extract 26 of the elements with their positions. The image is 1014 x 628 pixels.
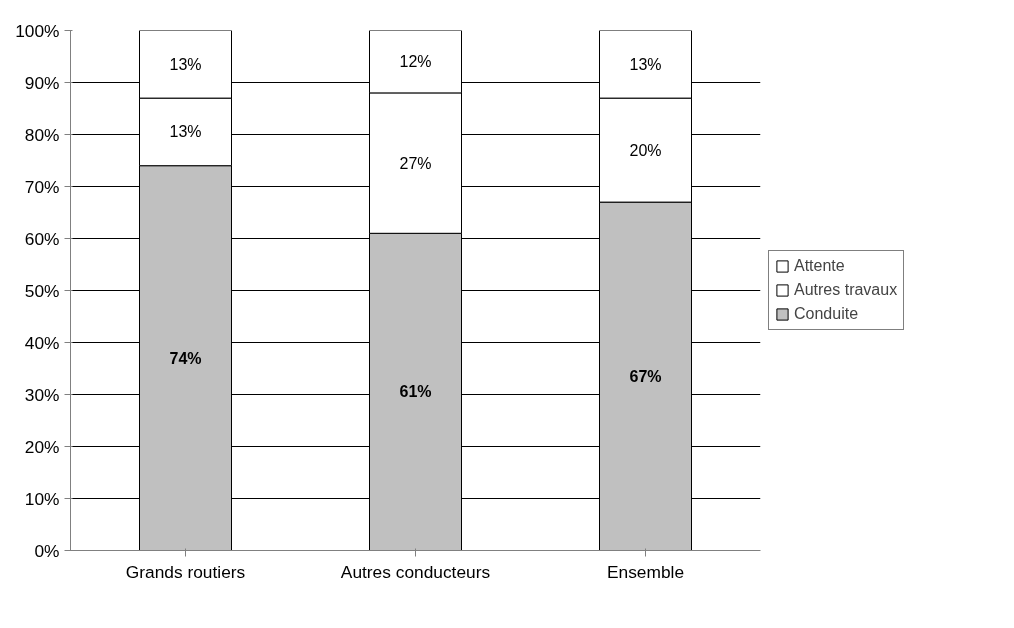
data-label: 12% [399, 53, 432, 71]
y-tick-label: 10% [24, 488, 60, 509]
data-label: 67% [629, 367, 662, 385]
x-tick-label: Autres conducteurs [340, 561, 491, 582]
x-tick-label: Ensemble [606, 561, 685, 582]
data-label: 61% [399, 383, 432, 401]
y-tick-label: 70% [24, 176, 60, 197]
y-tick-label: 40% [24, 332, 60, 353]
y-tick-label: 0% [34, 540, 60, 561]
y-tick-label: 100% [15, 20, 60, 41]
legend-label: Attente [794, 257, 845, 275]
data-label: 74% [169, 349, 202, 367]
data-label: 13% [169, 123, 202, 141]
legend-label: Autres travaux [794, 281, 898, 299]
y-tick-label: 50% [24, 280, 60, 301]
y-tick-label: 30% [24, 384, 60, 405]
y-tick-label: 20% [24, 436, 60, 457]
y-tick-label: 90% [24, 72, 60, 93]
data-label: 27% [399, 154, 432, 172]
data-label: 13% [629, 55, 662, 73]
x-tick-label: Grands routiers [125, 561, 246, 582]
data-label: 20% [629, 141, 662, 159]
y-tick-label: 60% [24, 228, 60, 249]
legend-label: Conduite [794, 305, 859, 323]
data-label: 13% [169, 55, 202, 73]
y-tick-label: 80% [24, 124, 60, 145]
